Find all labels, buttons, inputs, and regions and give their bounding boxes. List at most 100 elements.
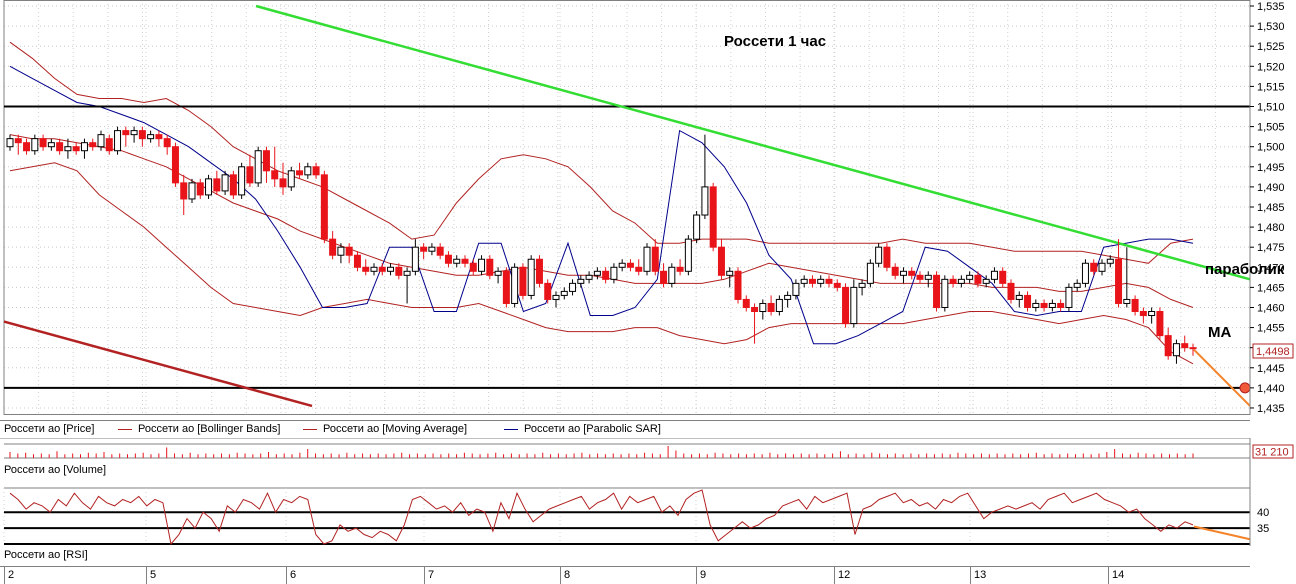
candle-body xyxy=(1073,282,1081,288)
price-tick-label: 1,475 xyxy=(1257,242,1285,254)
candle-body xyxy=(875,246,883,264)
volume-chart: 31 210 xyxy=(4,438,1294,486)
candle-body xyxy=(304,166,312,176)
candle-body xyxy=(320,174,328,240)
date-tick xyxy=(834,567,835,584)
candle-body xyxy=(519,266,527,296)
candle-body xyxy=(1181,343,1189,349)
legend-sar-label: Россети ао [Parabolic SAR] xyxy=(524,423,661,435)
candle-body xyxy=(585,274,593,280)
candle-body xyxy=(775,298,783,312)
candle-body xyxy=(1048,302,1056,308)
candle-body xyxy=(262,150,270,172)
last-price-marker: 1,4498 xyxy=(1252,343,1294,359)
legend-ma-label: Россети ао [Moving Average] xyxy=(323,423,468,435)
bollinger-lower-line xyxy=(9,162,1194,365)
candle-body xyxy=(1172,343,1180,357)
candle-body xyxy=(72,146,80,152)
bollinger-upper-line xyxy=(9,41,1194,264)
candle-body xyxy=(279,178,287,188)
candle-body xyxy=(494,270,502,276)
candle-body xyxy=(378,266,386,272)
resistance-trendline xyxy=(255,4,1251,281)
candle-body xyxy=(933,274,941,308)
candle-body xyxy=(188,182,196,200)
candle-body xyxy=(1098,262,1106,272)
candle-body xyxy=(403,270,411,276)
candle-body xyxy=(444,254,452,264)
rsi-forecast xyxy=(1193,525,1251,541)
candle-body xyxy=(1081,262,1089,284)
price-tick-label: 1,485 xyxy=(1257,202,1285,214)
candle-body xyxy=(64,146,72,152)
candle-body xyxy=(296,170,304,176)
moving-average-line xyxy=(9,134,1194,308)
candle-body xyxy=(89,142,97,148)
price-pane: 1,535 1,530 1,525 1,520 1,515 1,510 1,505 1,500… xyxy=(3,0,1294,415)
candle-body xyxy=(122,130,130,136)
price-axis: 1,535 1,530 1,525 1,520 1,515 1,510 1,505 1,500… xyxy=(1249,0,1285,415)
rsi-tick-label: 40 xyxy=(1257,507,1269,519)
candle-body xyxy=(891,266,899,276)
candle-body xyxy=(626,262,634,268)
candle-body xyxy=(370,266,378,272)
candle-body xyxy=(420,246,428,252)
legend-ma-swatch xyxy=(303,428,317,430)
candle-body xyxy=(478,258,486,272)
price-chart: 1,535 1,530 1,525 1,520 1,515 1,510 1,505 1,500… xyxy=(3,0,1294,415)
parabolic-sar xyxy=(9,65,1194,345)
candle-body xyxy=(1024,294,1032,308)
candle-body xyxy=(602,270,610,280)
legend-bollinger: Россети ао [Bollinger Bands] xyxy=(118,423,280,435)
candle-body xyxy=(1057,302,1065,308)
legend-price-label: Россети ао [Price] xyxy=(4,423,95,435)
candle-body xyxy=(651,246,659,272)
legend-bollinger-swatch xyxy=(118,428,132,430)
rsi-pane: 40 35 Россети ао [RSI] xyxy=(0,486,1296,566)
candle-body xyxy=(238,166,246,196)
candle-body xyxy=(974,274,982,284)
candle-body xyxy=(668,266,676,284)
candle-body xyxy=(908,270,916,276)
candle-body xyxy=(751,306,759,312)
candle-body xyxy=(618,262,626,268)
price-tick-label: 1,480 xyxy=(1257,222,1285,234)
candle-body xyxy=(337,246,345,256)
candle-body xyxy=(39,138,47,148)
candle-body xyxy=(684,238,692,272)
candle-body xyxy=(734,270,742,300)
date-label: 12 xyxy=(838,569,851,581)
date-tick xyxy=(424,567,425,584)
price-tick-label: 1,520 xyxy=(1257,61,1285,73)
lower-channel-trendline xyxy=(3,320,313,408)
price-tick-label: 1,535 xyxy=(1257,1,1285,13)
candle-body xyxy=(693,214,701,240)
price-tick-label: 1,515 xyxy=(1257,81,1285,93)
candle-body xyxy=(726,270,734,276)
candle-body xyxy=(1065,286,1073,308)
candle-body xyxy=(1164,335,1172,357)
candle-body xyxy=(866,262,874,284)
candle-body xyxy=(833,282,841,288)
candle-body xyxy=(47,142,55,148)
candles xyxy=(6,126,1197,364)
candle-body xyxy=(1090,262,1098,272)
candle-body xyxy=(825,278,833,284)
volume-pane-label: Россети ао [Volume] xyxy=(4,464,107,476)
candle-body xyxy=(577,278,585,284)
candle-body xyxy=(759,302,767,313)
rsi-forecast-line xyxy=(1193,525,1251,541)
candle-body xyxy=(171,146,179,184)
candle-body xyxy=(883,246,891,268)
candle-body xyxy=(643,246,651,272)
candle-body xyxy=(990,270,998,280)
candle-body xyxy=(387,266,395,272)
date-tick xyxy=(286,567,287,584)
candle-body xyxy=(205,178,213,196)
rsi-levels xyxy=(4,511,1250,545)
candle-body xyxy=(1123,298,1131,304)
candle-body xyxy=(147,134,155,140)
forecast-price-trendline xyxy=(1193,348,1251,407)
moving-average xyxy=(9,134,1194,308)
